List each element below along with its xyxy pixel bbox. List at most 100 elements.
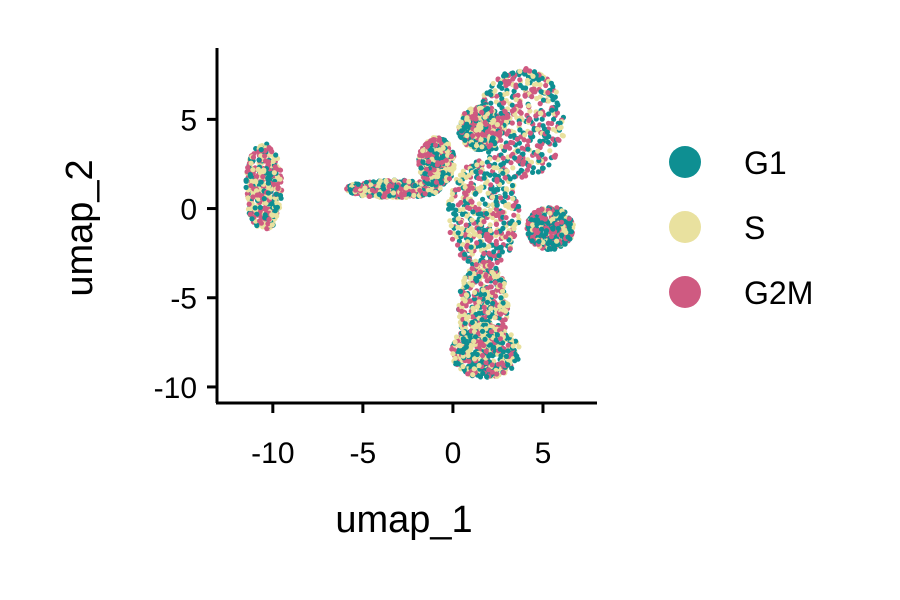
point-g2m xyxy=(498,311,504,317)
point-g1 xyxy=(498,353,504,359)
point-g2m xyxy=(497,129,503,136)
point-g1 xyxy=(493,265,499,271)
point-g1 xyxy=(550,97,556,103)
point-g2m xyxy=(559,219,565,225)
point-g2m xyxy=(424,176,430,182)
point-s xyxy=(503,202,509,209)
point-s xyxy=(474,304,481,310)
point-g1 xyxy=(355,181,361,187)
point-s xyxy=(516,344,522,350)
y-axis-title: umap_2 xyxy=(59,159,101,296)
point-s xyxy=(554,238,560,244)
point-g2m xyxy=(522,67,528,73)
point-g2m xyxy=(483,359,489,366)
legend: G1 S G2M xyxy=(669,145,813,311)
point-g1 xyxy=(265,171,271,177)
point-g2m xyxy=(473,262,479,268)
point-s xyxy=(250,167,256,173)
point-g1 xyxy=(513,338,519,344)
point-g2m xyxy=(489,369,495,375)
point-s xyxy=(547,210,553,216)
point-g1 xyxy=(480,370,486,376)
point-s xyxy=(510,165,516,171)
point-g1 xyxy=(254,222,260,229)
point-s xyxy=(420,148,426,154)
point-g2m xyxy=(549,120,555,127)
point-g2m xyxy=(433,142,439,148)
point-s xyxy=(504,90,510,97)
point-g1 xyxy=(470,209,476,215)
point-s xyxy=(537,82,543,88)
point-g1 xyxy=(457,288,463,294)
point-g2m xyxy=(494,371,500,377)
point-g2m xyxy=(480,259,487,265)
point-s xyxy=(482,114,488,120)
point-s xyxy=(455,224,461,230)
point-g2m xyxy=(500,100,506,106)
point-g2m xyxy=(399,191,405,197)
point-g1 xyxy=(265,176,271,183)
point-s xyxy=(383,178,389,184)
point-g1 xyxy=(539,226,545,232)
point-s xyxy=(444,141,450,147)
legend-label-g1: G1 xyxy=(744,145,787,181)
point-s xyxy=(457,172,463,178)
point-s xyxy=(248,206,254,212)
point-g1 xyxy=(507,220,513,226)
point-s xyxy=(473,324,479,330)
point-s xyxy=(553,89,559,95)
point-g2m xyxy=(274,181,280,188)
point-g1 xyxy=(505,362,511,368)
point-g2m xyxy=(493,131,499,137)
point-g2m xyxy=(488,182,494,188)
point-g2m xyxy=(466,358,472,364)
point-s xyxy=(498,331,504,337)
point-g1 xyxy=(484,299,491,305)
point-g2m xyxy=(502,175,508,181)
scatter-points xyxy=(243,66,576,380)
point-s xyxy=(476,299,482,305)
point-g2m xyxy=(483,121,489,127)
point-s xyxy=(522,132,528,138)
point-s xyxy=(469,217,475,223)
point-g1 xyxy=(497,80,504,86)
point-g2m xyxy=(554,110,561,116)
point-g1 xyxy=(484,211,490,217)
point-g2m xyxy=(508,160,514,166)
point-g2m xyxy=(466,205,473,212)
point-g2m xyxy=(380,194,386,200)
point-g1 xyxy=(499,85,505,91)
point-g2m xyxy=(473,116,479,122)
point-s xyxy=(476,233,483,239)
point-g2m xyxy=(527,68,533,74)
point-g1 xyxy=(487,342,494,348)
point-g2m xyxy=(511,232,518,239)
point-g2m xyxy=(443,157,449,163)
point-g1 xyxy=(510,70,516,76)
point-g2m xyxy=(474,131,481,137)
point-g1 xyxy=(557,120,563,126)
point-s xyxy=(467,233,473,239)
point-s xyxy=(485,310,491,316)
point-g1 xyxy=(261,196,267,202)
point-s xyxy=(465,239,471,245)
point-s xyxy=(457,178,463,184)
point-s xyxy=(550,126,556,132)
point-g2m xyxy=(455,242,461,248)
point-g2m xyxy=(448,153,455,160)
point-s xyxy=(471,366,477,372)
point-g1 xyxy=(489,135,496,141)
point-g1 xyxy=(503,353,509,359)
point-g2m xyxy=(517,77,523,83)
point-g1 xyxy=(247,172,253,178)
point-g1 xyxy=(464,284,470,290)
point-g2m xyxy=(481,219,487,225)
point-s xyxy=(452,355,458,361)
point-g1 xyxy=(530,165,537,171)
point-g1 xyxy=(458,134,464,140)
point-g2m xyxy=(537,101,543,107)
point-g2m xyxy=(463,222,469,228)
point-g2m xyxy=(539,206,545,212)
point-s xyxy=(473,127,479,133)
point-g1 xyxy=(481,227,487,233)
